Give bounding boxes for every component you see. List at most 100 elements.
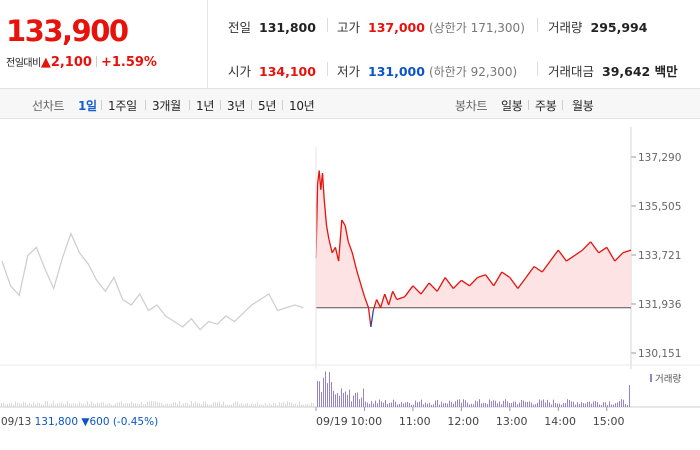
volume-bar — [463, 399, 464, 407]
volume-bar — [371, 401, 372, 407]
volume-bar — [521, 400, 522, 407]
prev-volume-bar — [79, 401, 80, 407]
prev-volume-bar — [293, 403, 294, 407]
prev-volume-bar — [205, 401, 206, 407]
lower-limit: (하한가 92,300) — [428, 65, 518, 79]
y-tick-label: 137,290 — [638, 152, 681, 164]
volume-bar — [433, 404, 434, 407]
today-price-segment — [359, 282, 366, 297]
volume-bar — [523, 400, 524, 407]
prev-volume-bar — [303, 404, 304, 407]
period-1d[interactable]: 1일 — [78, 99, 97, 113]
prev-volume-bar — [37, 402, 38, 407]
volume-bar — [431, 404, 432, 407]
volume-field: 거래량 295,994 — [548, 17, 647, 36]
volume-bar — [399, 404, 400, 407]
volume-bar — [599, 404, 600, 407]
prev-volume-bar — [111, 404, 112, 407]
volume-bar — [401, 402, 402, 407]
prev-volume-bar — [249, 404, 250, 407]
candle-weekly[interactable]: 주봉 — [535, 99, 557, 113]
prev-volume-bar — [113, 404, 114, 407]
prev-volume-bar — [117, 402, 118, 407]
prev-day-rate: (-0.45%) — [110, 416, 159, 428]
volume-bar — [449, 400, 450, 407]
today-price-segment — [347, 241, 353, 254]
prev-volume-bar — [11, 402, 12, 407]
high-label: 고가 — [337, 20, 361, 35]
volume-bar — [327, 383, 328, 407]
volume-bar — [593, 401, 594, 407]
period-5y[interactable]: 5년 — [258, 99, 277, 113]
prev-volume-bar — [45, 401, 46, 407]
y-tick-label: 135,505 — [638, 201, 681, 213]
prev-volume-bar — [253, 404, 254, 407]
x-tick-label: 11:00 — [399, 415, 431, 428]
volume-bar — [387, 403, 388, 407]
prev-volume-bar — [55, 404, 56, 407]
prev-volume-bar — [153, 401, 154, 407]
divider — [327, 62, 328, 76]
period-3m[interactable]: 3개월 — [152, 99, 181, 113]
prev-volume-bar — [177, 403, 178, 407]
prev-volume-bar — [17, 402, 18, 407]
intraday-price-chart[interactable]: 137,290 135,505 133,721 131,936 130,151 거래량 09… — [0, 119, 700, 450]
prev-volume-bar — [297, 404, 298, 407]
volume-bar — [563, 402, 564, 407]
previous-day-price-line — [1, 231, 304, 331]
today-price-segment — [525, 266, 535, 278]
prev-volume-bar — [283, 402, 284, 407]
volume-bar — [615, 403, 616, 407]
candle-monthly[interactable]: 월봉 — [572, 99, 594, 113]
prev-volume-bar — [189, 404, 190, 407]
volume-bar — [539, 399, 540, 407]
volume-bar — [569, 400, 570, 407]
volume-bar — [421, 399, 422, 407]
today-price-segment — [337, 219, 343, 262]
prev-volume-bar — [73, 402, 74, 407]
volume-bar — [555, 402, 556, 407]
prev-volume-bar — [203, 401, 204, 407]
x-tick-label: 13:00 — [496, 415, 528, 428]
period-1y[interactable]: 1년 — [196, 99, 215, 113]
today-price-segment — [372, 299, 378, 311]
prev-volume-bar — [87, 401, 88, 407]
prev-volume-bar — [149, 401, 150, 407]
volume-bar — [567, 399, 568, 407]
prev-day-close: 131,800 — [31, 416, 78, 428]
x-tick-label: 09/19 — [316, 415, 348, 428]
today-price-segment — [367, 307, 372, 327]
prev-volume-bar — [199, 403, 200, 407]
prev-volume-bar — [243, 404, 244, 407]
period-10y[interactable]: 10년 — [289, 99, 315, 113]
open-label: 시가 — [228, 64, 252, 79]
today-price-segment — [388, 291, 394, 306]
divider — [537, 18, 538, 32]
prev-day-date: 09/13 — [1, 416, 31, 428]
prev-volume-bar — [63, 403, 64, 407]
today-price-segment — [436, 277, 446, 292]
prev-volume-bar — [245, 403, 246, 407]
prev-volume-bar — [47, 401, 48, 407]
volume-bar — [329, 371, 330, 407]
candle-daily[interactable]: 일봉 — [501, 99, 523, 113]
volume-bar — [429, 402, 430, 407]
prev-volume-bar — [21, 403, 22, 407]
volume-bar — [591, 403, 592, 407]
low-field: 저가 131,000 (하한가 92,300) — [337, 61, 517, 80]
period-3y[interactable]: 3년 — [227, 99, 246, 113]
volume-bar — [425, 402, 426, 407]
prev-volume-bar — [163, 404, 164, 407]
prev-volume-bar — [81, 403, 82, 407]
volume-bar — [413, 404, 414, 407]
prev-volume-bar — [181, 404, 182, 407]
prev-volume-bar — [273, 403, 274, 407]
prev-volume-bar — [233, 402, 234, 407]
prev-volume-bar — [169, 404, 170, 407]
trade-value-label: 거래대금 — [548, 64, 595, 79]
prev-volume-bar — [83, 403, 84, 407]
period-1w[interactable]: 1주일 — [108, 99, 137, 113]
volume-bar — [445, 402, 446, 407]
volume-bar — [331, 382, 332, 407]
volume-bar — [453, 403, 454, 407]
